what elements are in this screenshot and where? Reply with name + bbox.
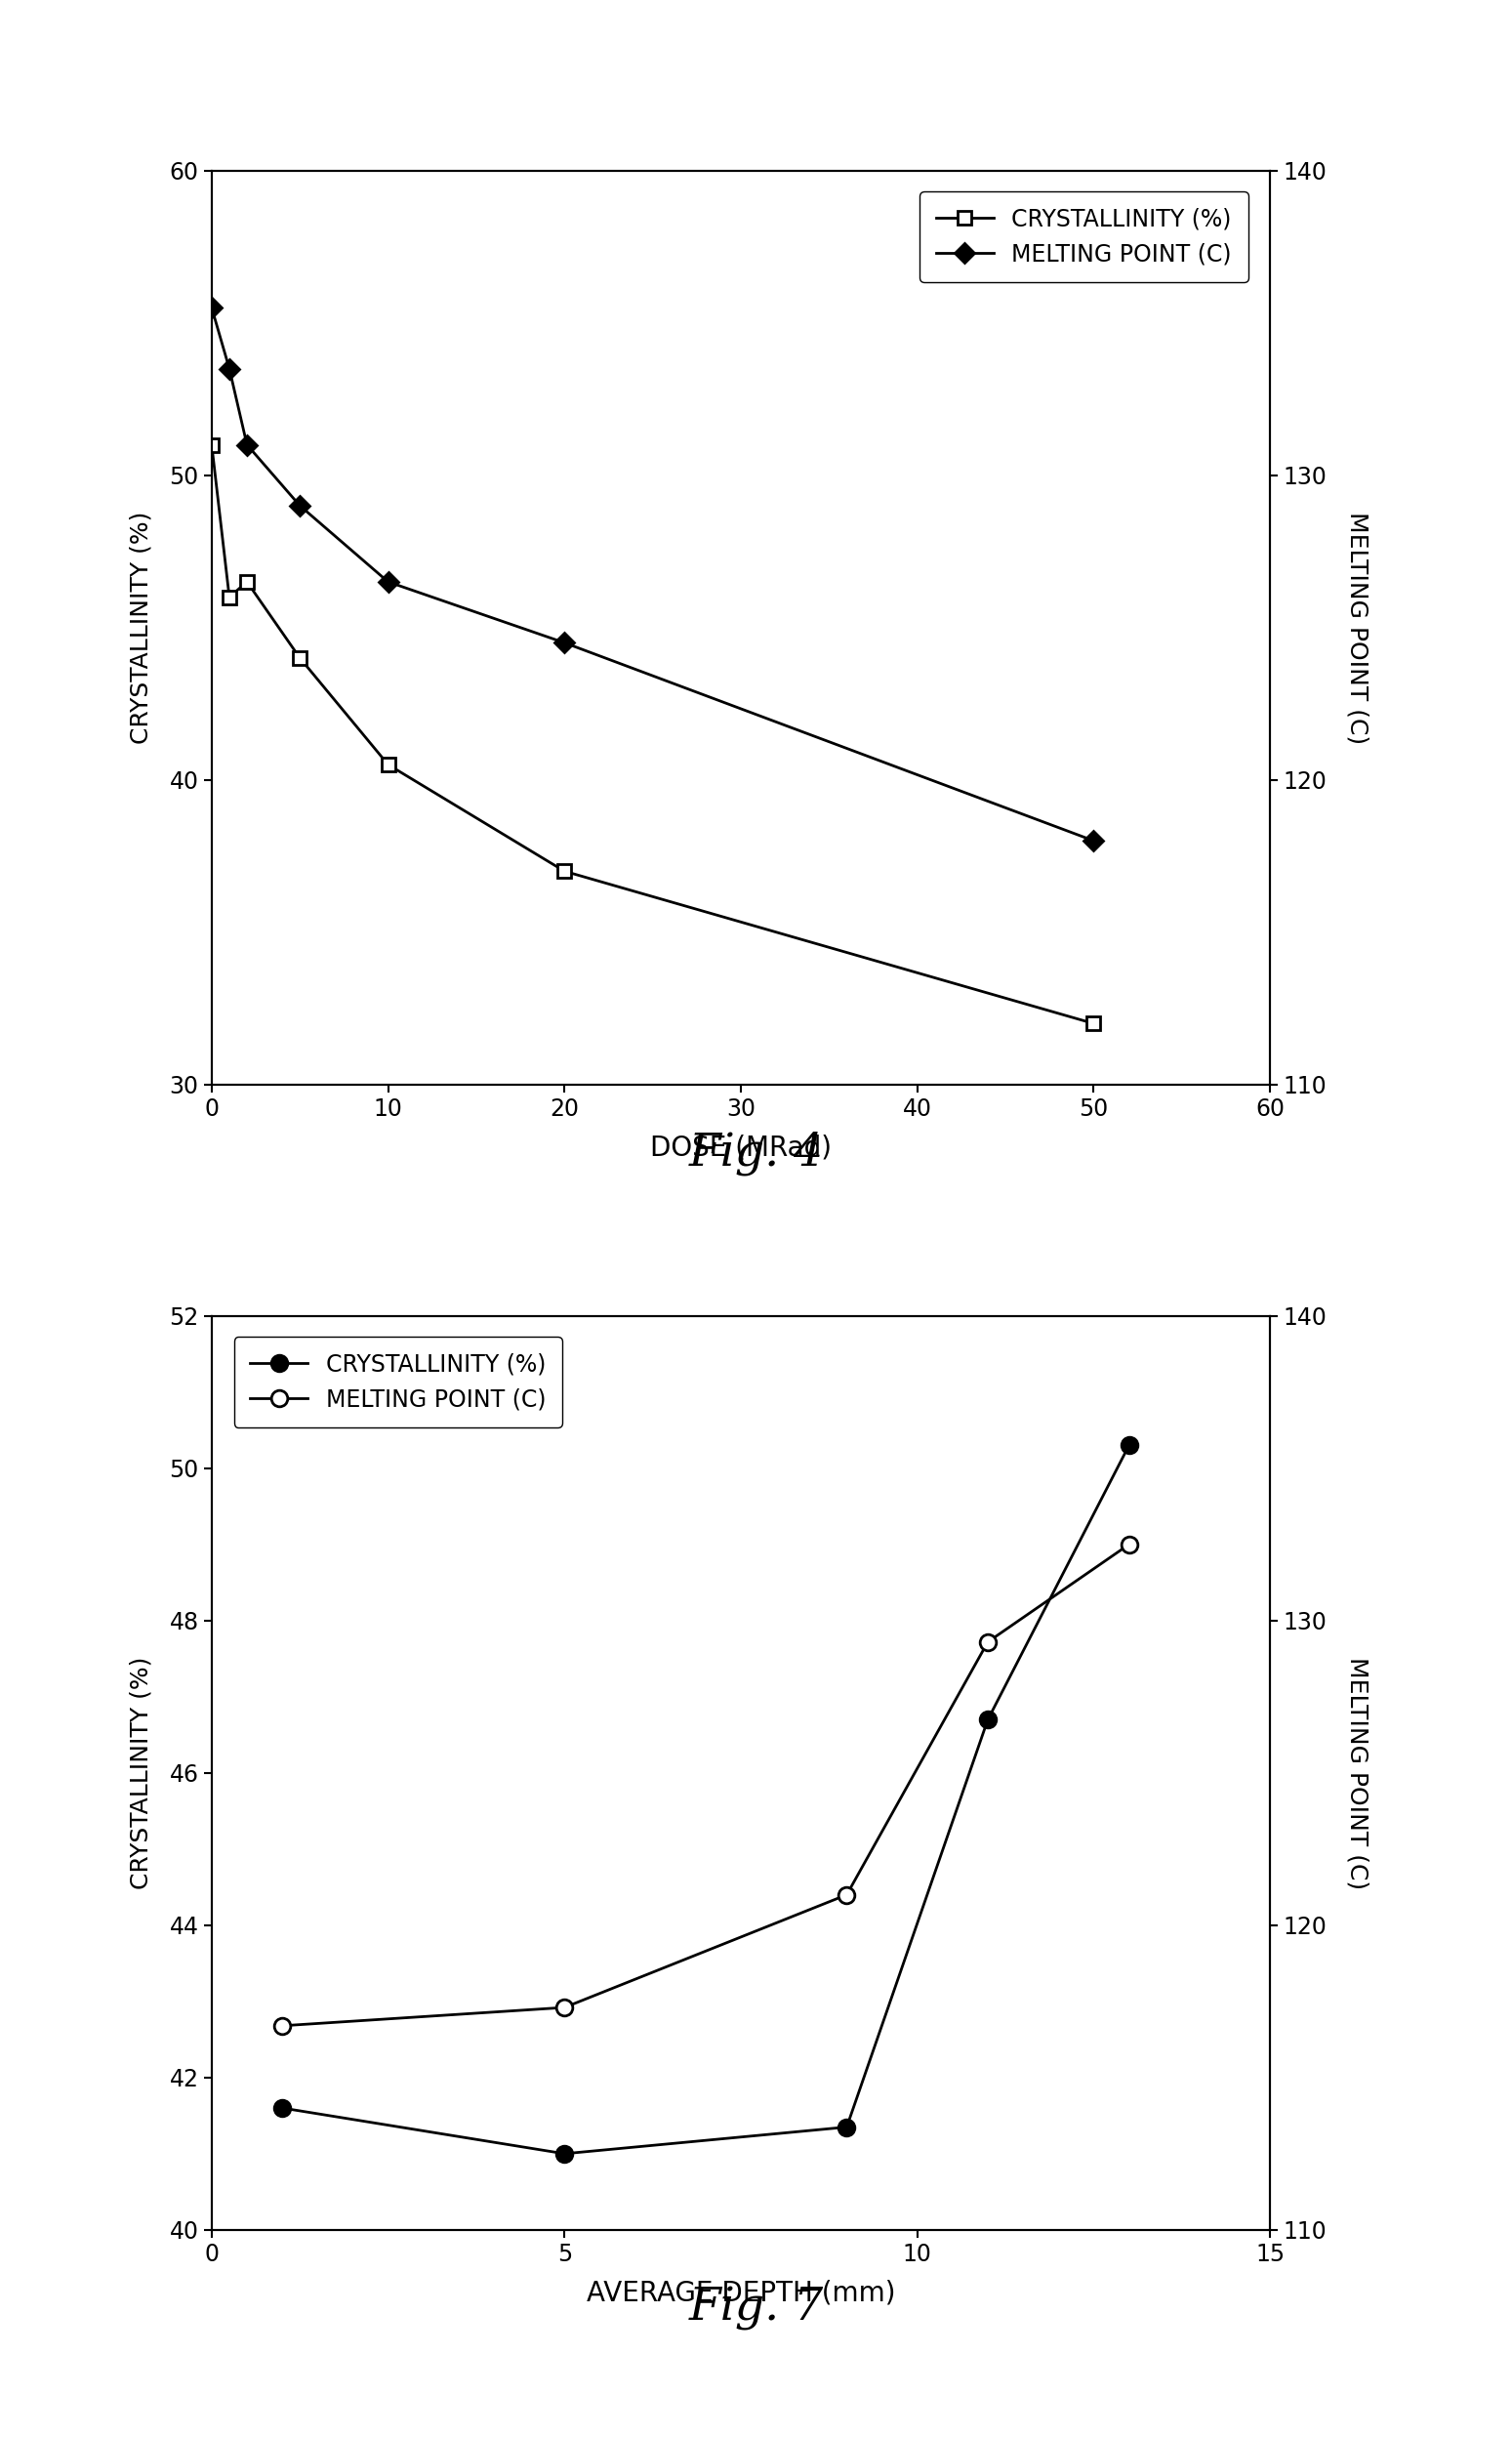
Legend: CRYSTALLINITY (%), MELTING POINT (C): CRYSTALLINITY (%), MELTING POINT (C) — [234, 1335, 562, 1428]
Y-axis label: CRYSTALLINITY (%): CRYSTALLINITY (%) — [130, 1657, 153, 1889]
Y-axis label: CRYSTALLINITY (%): CRYSTALLINITY (%) — [130, 512, 153, 743]
X-axis label: AVERAGE DEPTH (mm): AVERAGE DEPTH (mm) — [587, 2279, 895, 2308]
Y-axis label: MELTING POINT (C): MELTING POINT (C) — [1346, 512, 1370, 743]
Y-axis label: MELTING POINT (C): MELTING POINT (C) — [1346, 1657, 1370, 1889]
Text: Fig. 7: Fig. 7 — [688, 2286, 824, 2330]
Text: Fig. 4: Fig. 4 — [688, 1131, 824, 1175]
X-axis label: DOSE (MRad): DOSE (MRad) — [650, 1133, 832, 1162]
Legend: CRYSTALLINITY (%), MELTING POINT (C): CRYSTALLINITY (%), MELTING POINT (C) — [919, 190, 1247, 283]
